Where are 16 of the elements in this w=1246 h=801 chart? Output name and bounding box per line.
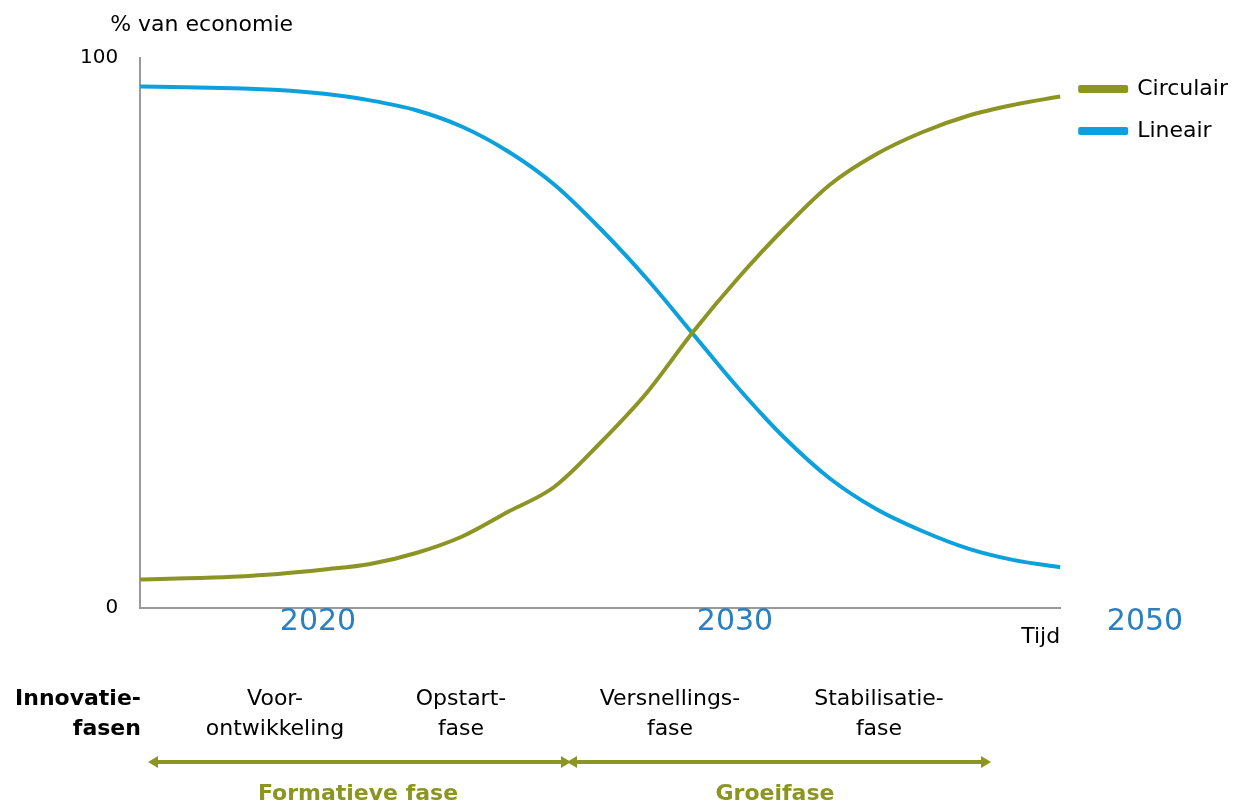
text: Opstart- fase: [415, 684, 507, 742]
x-axis-title: Tijd: [1020, 622, 1061, 648]
text: 2050: [1106, 601, 1184, 639]
y-tick-label: 0: [105, 594, 119, 619]
text: Versnellings- fase: [599, 684, 741, 742]
y-tick-label: 100: [79, 44, 119, 69]
legend-label: Circulair: [1137, 74, 1229, 100]
text: Formatieve fase: [257, 779, 459, 801]
annotation: 2030: [696, 601, 774, 639]
text: Voor- ontwikkeling: [205, 684, 345, 742]
text: Innovatie- fasen: [15, 684, 141, 742]
text: Stabilisatie- fase: [814, 684, 944, 742]
text: Groeifase: [715, 779, 835, 801]
annotation: 2020: [279, 601, 357, 639]
y-axis-title: % van economie: [110, 10, 294, 36]
legend-label: Lineair: [1137, 116, 1213, 142]
